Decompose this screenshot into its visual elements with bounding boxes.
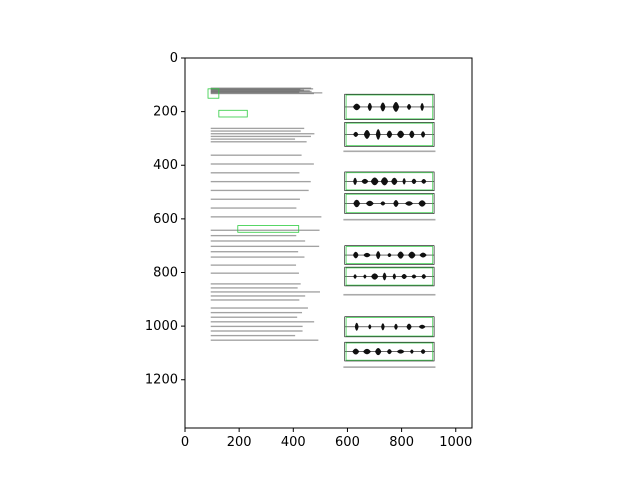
- axes: 0 200 400 600 800 1000 0 200 400 600 800 1000 1200: [145, 51, 473, 450]
- text-line: [210, 295, 306, 297]
- caption-line: [343, 218, 436, 221]
- text-line: [210, 198, 300, 200]
- text-line: [210, 264, 297, 266]
- segment-box: [345, 317, 434, 337]
- y-tick-label: 0: [170, 51, 178, 66]
- text-line: [210, 283, 301, 285]
- text-line: [210, 339, 319, 341]
- text-line: [210, 240, 306, 242]
- text-line: [210, 272, 299, 274]
- x-tick-label: 400: [281, 435, 306, 450]
- text-line: [210, 229, 320, 231]
- text-line: [210, 138, 296, 140]
- y-tick-label: 400: [153, 158, 178, 173]
- segment-box: [345, 94, 434, 120]
- segment-box: [345, 193, 434, 214]
- text-line: [210, 330, 303, 332]
- document-image: [185, 58, 472, 428]
- text-line: [210, 325, 303, 328]
- x-tick-label: 1000: [439, 435, 472, 450]
- y-tick-label: 200: [153, 105, 178, 120]
- text-line: [210, 287, 298, 289]
- text-line: [210, 307, 308, 309]
- segment-box: [345, 122, 434, 147]
- text-line: [210, 207, 297, 209]
- text-line: [210, 234, 297, 237]
- text-line: [210, 291, 320, 293]
- text-line: [210, 141, 307, 143]
- text-line: [210, 251, 299, 253]
- text-line: [210, 133, 315, 135]
- text-line: [210, 92, 314, 95]
- x-tick-label: 600: [335, 435, 360, 450]
- text-line: [210, 334, 296, 337]
- equation-box: [207, 88, 220, 99]
- segment-box: [345, 267, 434, 286]
- text-line: [210, 154, 302, 156]
- segment-box: [345, 246, 434, 264]
- text-line: [210, 216, 322, 218]
- text-line: [210, 130, 301, 132]
- equation-box: [237, 225, 300, 233]
- text-line: [210, 90, 312, 93]
- text-line: [210, 88, 314, 90]
- text-line: [210, 245, 320, 248]
- x-tick-label: 0: [181, 435, 189, 450]
- y-tick-label: 1000: [145, 319, 178, 334]
- text-line: [210, 172, 300, 174]
- page-area: [185, 58, 472, 428]
- caption-line: [343, 366, 436, 368]
- text-line: [210, 256, 305, 258]
- equation-box: [218, 109, 248, 118]
- y-tick-label: 1200: [145, 373, 178, 388]
- text-line: [210, 127, 305, 130]
- y-tick-label: 600: [153, 212, 178, 227]
- caption-line: [343, 293, 436, 296]
- segment-box: [345, 342, 434, 361]
- segment-box: [345, 172, 434, 191]
- text-line: [210, 316, 298, 318]
- text-line: [210, 135, 311, 138]
- text-line: [210, 321, 315, 323]
- text-line: [210, 189, 309, 192]
- axes-frame: [184, 57, 473, 429]
- x-tick-label: 200: [227, 435, 252, 450]
- y-tick-label: 800: [153, 265, 178, 280]
- x-tick-label: 800: [389, 435, 414, 450]
- text-line: [210, 163, 314, 165]
- text-line: [210, 311, 303, 314]
- text-line: [210, 299, 300, 301]
- text-line: [210, 180, 311, 183]
- caption-line: [343, 150, 436, 153]
